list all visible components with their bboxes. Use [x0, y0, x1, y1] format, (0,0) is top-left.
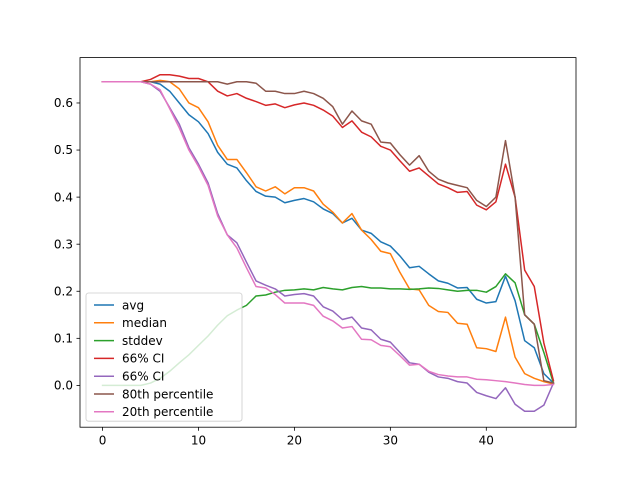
y-tick-label: 0.5 — [54, 143, 73, 157]
x-tick-label: 20 — [287, 434, 302, 448]
x-tick-label: 40 — [479, 434, 494, 448]
x-tick-label: 0 — [99, 434, 107, 448]
legend-label-1: avg — [122, 298, 144, 312]
x-tick-label: 30 — [383, 434, 398, 448]
legend-label-5: 66% CI — [122, 370, 164, 384]
legend-label-3: stddev — [122, 334, 163, 348]
y-tick-label: 0.0 — [54, 379, 73, 393]
legend-label-4: 66% CI — [122, 352, 164, 366]
legend-label-6: 80th percentile — [122, 387, 213, 401]
y-tick-label: 0.3 — [54, 237, 73, 251]
legend-label-2: median — [122, 316, 167, 330]
y-tick-label: 0.6 — [54, 96, 73, 110]
x-tick-label: 10 — [191, 434, 206, 448]
y-tick-label: 0.4 — [54, 190, 73, 204]
y-tick-label: 0.2 — [54, 284, 73, 298]
legend: avg median stddev 66% CI 66% CI 80th percenti… — [86, 293, 242, 421]
legend-label-7: 20th percentile — [122, 405, 213, 419]
y-tick-label: 0.1 — [54, 332, 73, 346]
